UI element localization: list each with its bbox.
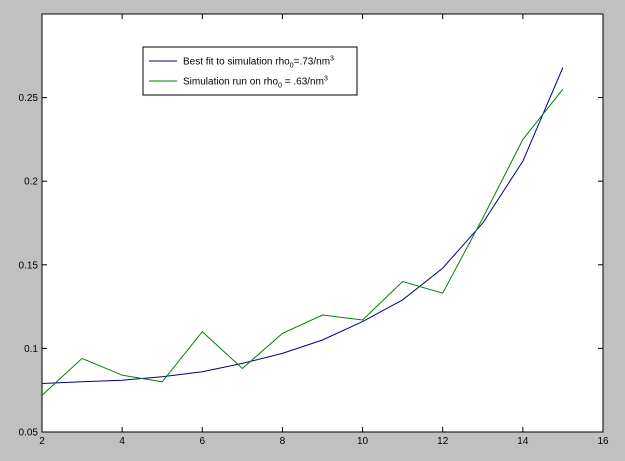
x-tick-label: 10 <box>357 436 369 447</box>
y-tick-label: 0.1 <box>24 344 38 355</box>
legend-label-text: Simulation run on rho <box>183 77 278 88</box>
x-tick-label: 12 <box>437 436 449 447</box>
x-tick-label: 16 <box>597 436 609 447</box>
legend-label-superscript: 3 <box>330 56 334 63</box>
legend-label-subscript: 0 <box>278 83 282 90</box>
axis-ticks: 2 4 6 8 10 12 14 16 0.05 0.1 0.15 0.2 0.25 <box>19 14 609 447</box>
x-tick-label: 6 <box>200 436 206 447</box>
y-tick-label: 0.15 <box>19 260 39 271</box>
series-line-2 <box>41 88 564 396</box>
y-tick-label: 0.2 <box>24 177 38 188</box>
y-tick-label: 0.25 <box>19 93 39 104</box>
legend-label-2: Simulation run on rho0 = .63/nm3 <box>183 76 328 90</box>
series-layer <box>41 67 564 396</box>
legend-box <box>142 46 358 96</box>
legend-label-text: Best fit to simulation rho <box>183 57 290 68</box>
legend-label-text-mid: =.73/nm <box>294 57 330 68</box>
x-tick-label: 14 <box>517 436 529 447</box>
legend: Best fit to simulation rho0=.73/nm3Simul… <box>142 46 358 96</box>
legend-label-subscript: 0 <box>290 63 294 70</box>
x-tick-label: 8 <box>280 436 286 447</box>
x-tick-label: 2 <box>39 436 45 447</box>
legend-label-superscript: 3 <box>324 76 328 83</box>
y-tick-label: 0.05 <box>19 428 39 439</box>
legend-label-1: Best fit to simulation rho0=.73/nm3 <box>183 56 334 70</box>
legend-label-text-mid: = .63/nm <box>282 77 324 88</box>
x-tick-label: 4 <box>119 436 125 447</box>
